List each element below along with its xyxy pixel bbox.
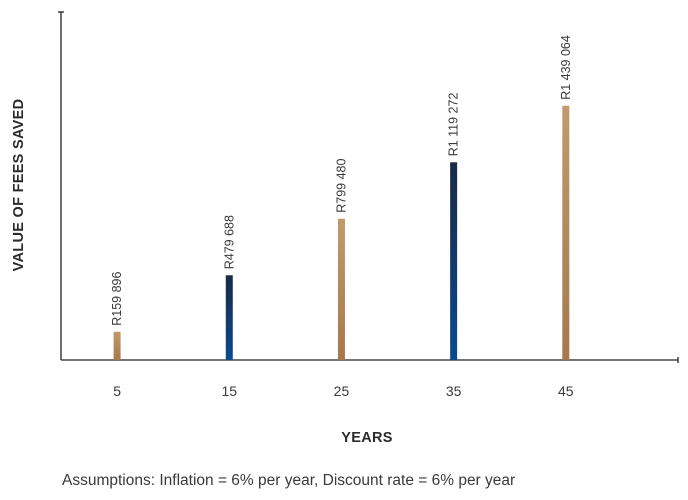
data-label-45: R1 439 064 bbox=[559, 35, 573, 100]
x-tick-label-5: 5 bbox=[113, 383, 121, 399]
x-tick-label-45: 45 bbox=[558, 383, 574, 399]
data-labels: R159 896 R479 688 R799 480 R1 119 272 R1 439… bbox=[110, 35, 573, 326]
data-label-35: R1 119 272 bbox=[447, 93, 461, 157]
x-axis-title: YEARS bbox=[341, 430, 392, 446]
bar-35 bbox=[450, 162, 458, 360]
data-label-15: R479 688 bbox=[222, 215, 236, 269]
y-axis-title: VALUE OF FEES SAVED bbox=[11, 99, 27, 272]
x-tick-labels: 5 15 25 35 45 bbox=[113, 383, 574, 399]
bar-5 bbox=[113, 331, 121, 360]
bar-25 bbox=[337, 218, 345, 360]
x-tick-label-25: 25 bbox=[334, 383, 350, 399]
bar-15 bbox=[225, 275, 233, 360]
x-tick-label-35: 35 bbox=[446, 383, 462, 399]
data-label-25: R799 480 bbox=[334, 159, 348, 213]
bar-chart: R159 896 R479 688 R799 480 R1 119 272 R1 439… bbox=[11, 11, 679, 446]
assumptions-note: Assumptions: Inflation = 6% per year, Di… bbox=[62, 472, 516, 489]
axes bbox=[58, 11, 679, 363]
bars bbox=[113, 105, 570, 361]
bar-45 bbox=[562, 105, 570, 361]
data-label-5: R159 896 bbox=[110, 271, 124, 325]
x-tick-label-15: 15 bbox=[221, 383, 237, 399]
